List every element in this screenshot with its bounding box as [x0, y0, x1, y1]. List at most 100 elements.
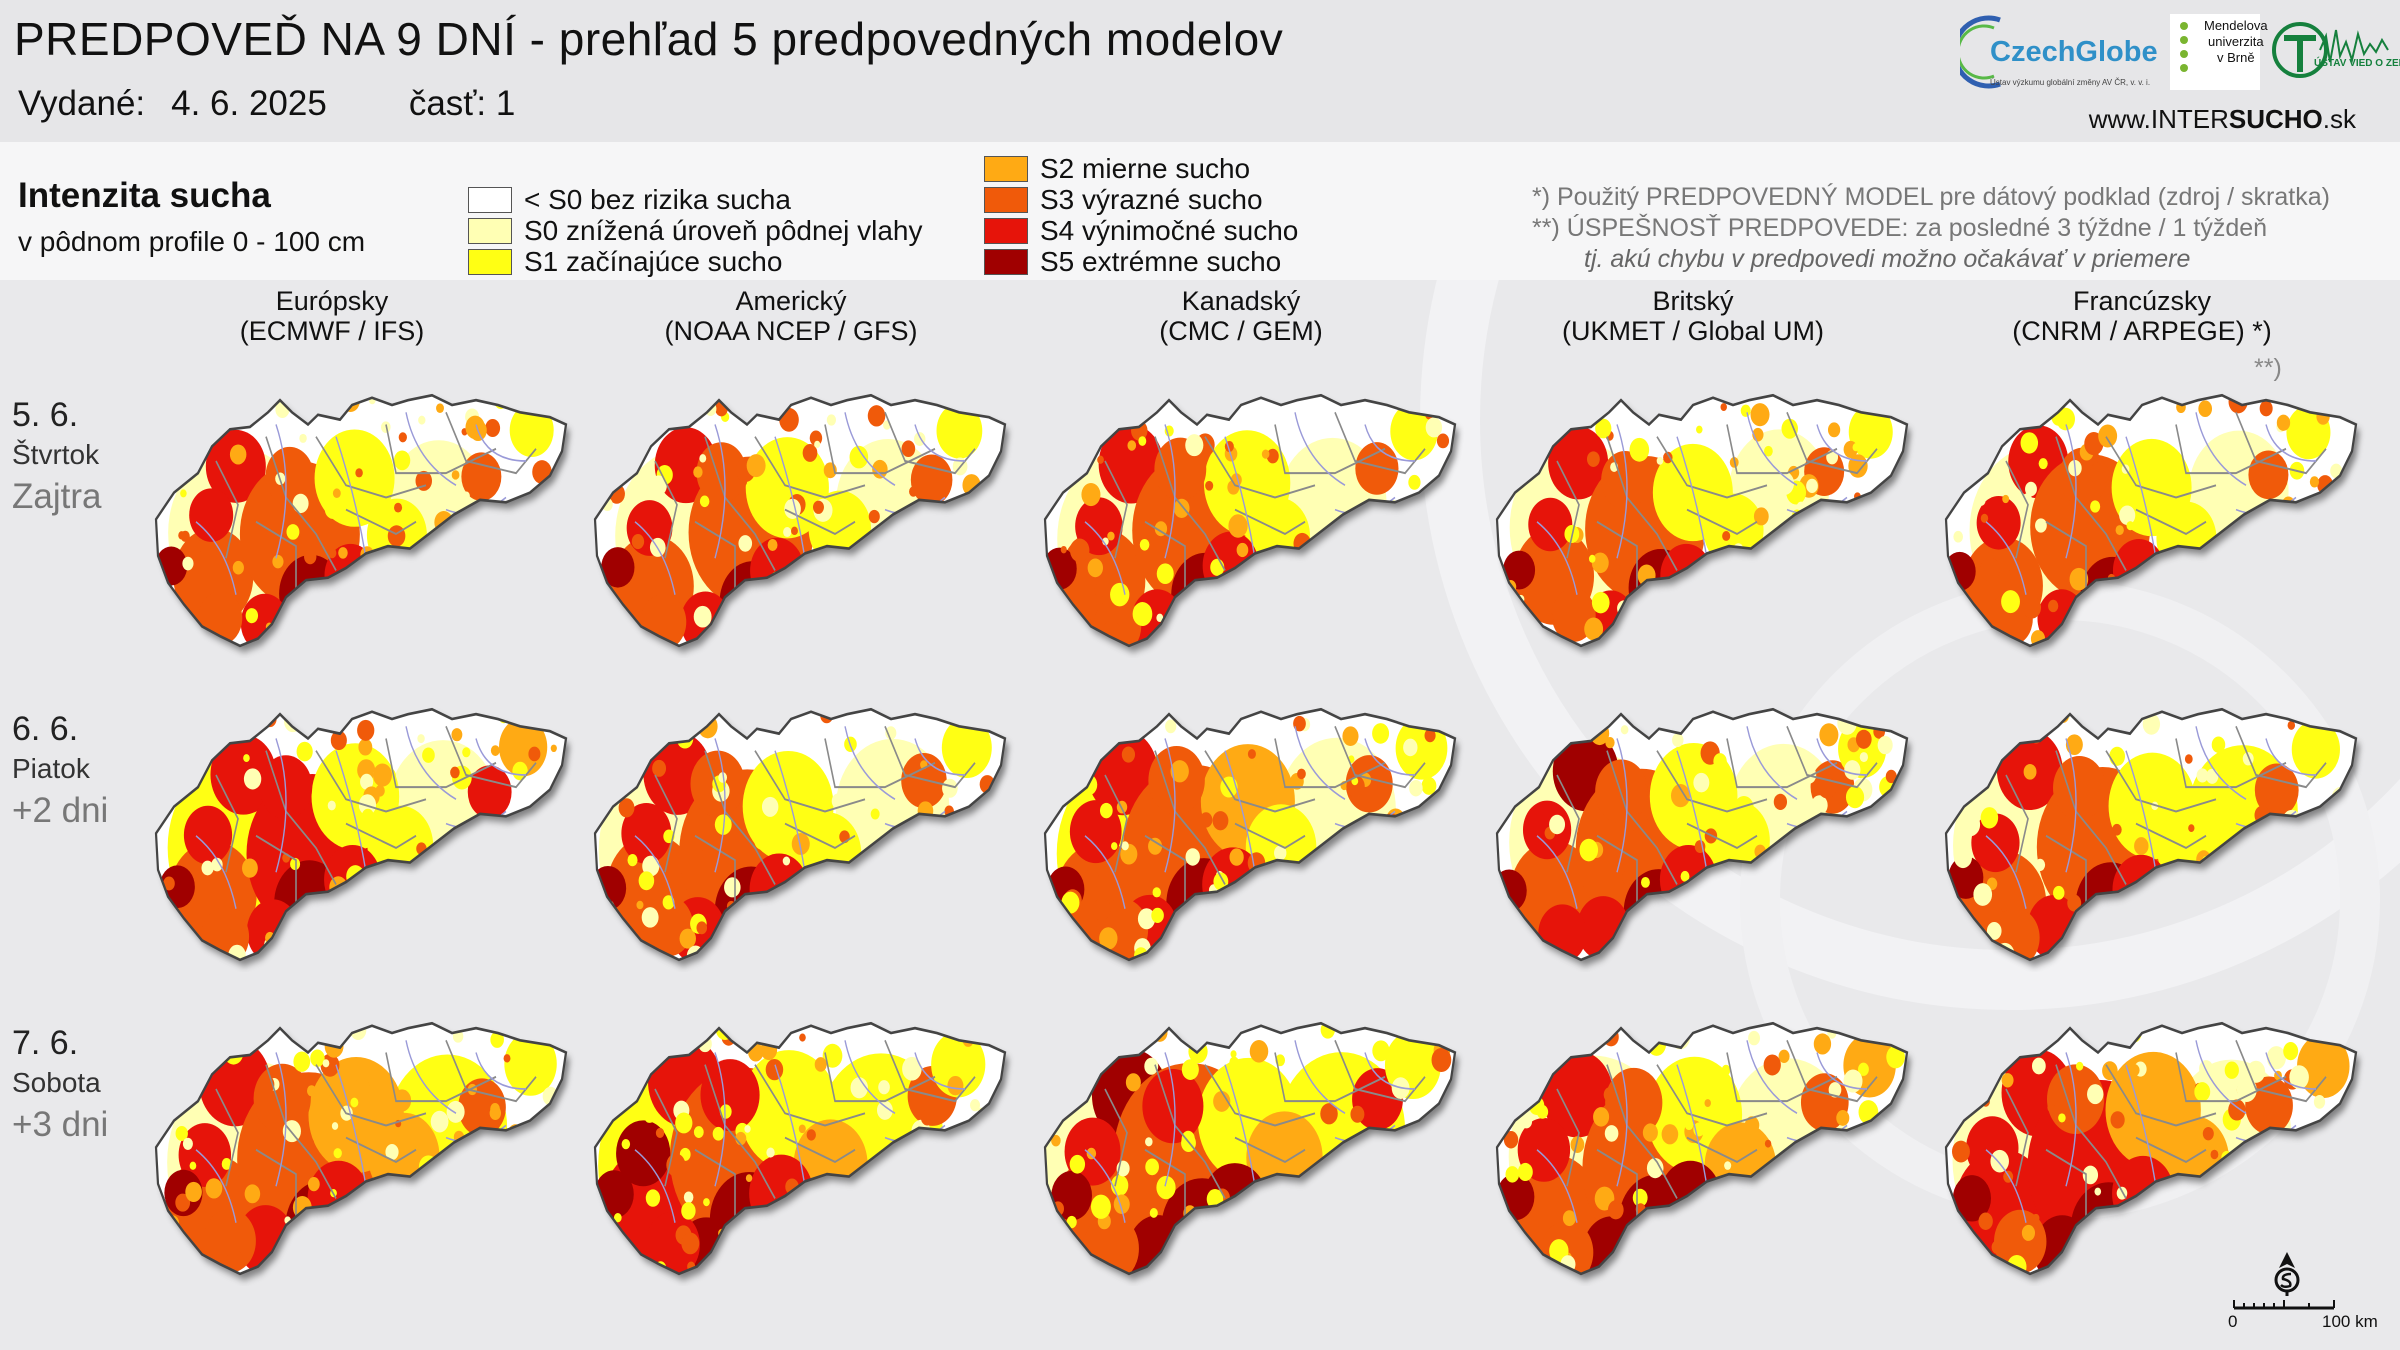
drought-speck — [1342, 726, 1359, 746]
drought-speck — [320, 1113, 327, 1121]
drought-speck — [1844, 924, 1859, 943]
scale-end: 100 km — [2322, 1312, 2378, 1331]
drought-speck — [943, 537, 951, 547]
drought-speck — [2161, 1233, 2178, 1254]
district-borders — [1104, 411, 1426, 595]
drought-speck — [636, 900, 644, 910]
drought-speck — [1852, 443, 1860, 452]
drought-speck — [1060, 545, 1067, 554]
drought-speck — [1210, 1207, 1226, 1227]
drought-speck — [1065, 1036, 1075, 1048]
legend-swatch — [468, 187, 512, 213]
intersucho-url[interactable]: www.INTERSUCHO.sk — [2089, 104, 2356, 135]
drought-speck — [1668, 763, 1679, 777]
drought-speck — [783, 527, 792, 538]
drought-speck — [895, 635, 905, 646]
country-outline — [1495, 707, 1909, 962]
drought-speck — [1157, 631, 1169, 646]
drought-speck — [370, 628, 381, 640]
drought-speck — [2067, 894, 2082, 912]
drought-speck — [1734, 795, 1754, 820]
drought-speck — [1621, 870, 1634, 885]
drought-speck — [242, 858, 258, 878]
drought-speck — [504, 898, 519, 915]
drought-speck — [893, 912, 901, 921]
drought-speck — [761, 796, 779, 817]
partner-logos: CzechGlobe Ústav výzkumu globální změny … — [1952, 0, 2400, 142]
drought-speck — [693, 466, 703, 478]
drought-speck — [1549, 1239, 1569, 1263]
drought-speck — [414, 606, 426, 620]
drought-speck — [1646, 1158, 1664, 1179]
drought-speck — [1321, 634, 1332, 646]
drought-speck — [867, 405, 886, 427]
drought-speck — [754, 831, 770, 850]
drought-speck — [1983, 946, 1994, 960]
issued-label: Vydané: — [18, 84, 146, 123]
mendel-dots-icon — [2180, 22, 2188, 72]
district-borders — [1556, 411, 1878, 595]
drought-speck — [176, 746, 193, 766]
legend-label: S4 výnimočné sucho — [1040, 215, 1299, 246]
drought-speck — [1824, 817, 1835, 830]
drought-speck — [1722, 531, 1731, 541]
drought-speck — [1604, 1125, 1619, 1142]
drought-speck — [2009, 565, 2020, 578]
drought-speck — [296, 741, 313, 762]
drought-speck — [1526, 1023, 1534, 1033]
drought-speck — [1359, 561, 1375, 580]
district-borders — [215, 1039, 537, 1223]
district-borders — [2005, 725, 2327, 909]
drought-speck — [1588, 554, 1596, 563]
drought-speck — [1713, 753, 1727, 770]
drought-speck — [2134, 837, 2149, 855]
drought-speck — [1661, 1124, 1679, 1145]
drought-speck — [237, 399, 249, 413]
drought-speck — [421, 546, 435, 562]
drought-speck — [961, 892, 978, 912]
drought-speck — [515, 813, 536, 838]
drought-patch — [941, 717, 992, 779]
drought-speck — [1139, 538, 1150, 551]
drought-speck — [1721, 1064, 1731, 1076]
legend-swatch — [984, 249, 1028, 275]
drought-speck — [2090, 500, 2101, 513]
rivers — [1985, 726, 2317, 909]
drought-speck — [870, 1236, 877, 1245]
drought-speck — [802, 443, 818, 462]
drought-speck — [641, 907, 659, 928]
drought-patch — [1976, 496, 2021, 550]
drought-speck — [1239, 777, 1258, 801]
drought-speck — [226, 1250, 244, 1271]
drought-speck — [1954, 846, 1973, 869]
drought-speck — [1064, 444, 1076, 458]
drought-speck — [1221, 1262, 1234, 1274]
drought-speck — [306, 1085, 317, 1097]
page-title: PREDPOVEĎ NA 9 DNÍ - prehľad 5 predpoved… — [14, 13, 1284, 65]
drought-speck — [947, 1219, 956, 1230]
drought-speck — [451, 470, 460, 480]
legend-label: S2 mierne sucho — [1040, 153, 1251, 184]
drought-speck — [850, 1077, 868, 1099]
drought-speck — [1836, 925, 1853, 945]
drought-speck — [2023, 764, 2037, 780]
drought-speck — [1973, 883, 1993, 906]
drought-speck — [1069, 538, 1090, 563]
drought-speck — [1684, 599, 1695, 611]
drought-speck — [1233, 1242, 1252, 1266]
drought-speck — [1236, 542, 1249, 558]
drought-speck — [751, 1223, 762, 1237]
country-outline — [1495, 393, 1909, 648]
drought-speck — [1753, 507, 1769, 526]
drought-speck — [1518, 783, 1527, 794]
drought-speck — [806, 1129, 816, 1141]
drought-speck — [745, 1174, 753, 1183]
drought-speck — [300, 530, 314, 548]
country-outline — [154, 1021, 568, 1276]
drought-speck — [1294, 1214, 1301, 1222]
drought-speck — [1213, 1090, 1231, 1112]
drought-speck — [1992, 400, 2004, 416]
drought-speck — [1603, 1086, 1617, 1103]
drought-speck — [2087, 1084, 2104, 1105]
drought-speck — [1827, 422, 1841, 438]
